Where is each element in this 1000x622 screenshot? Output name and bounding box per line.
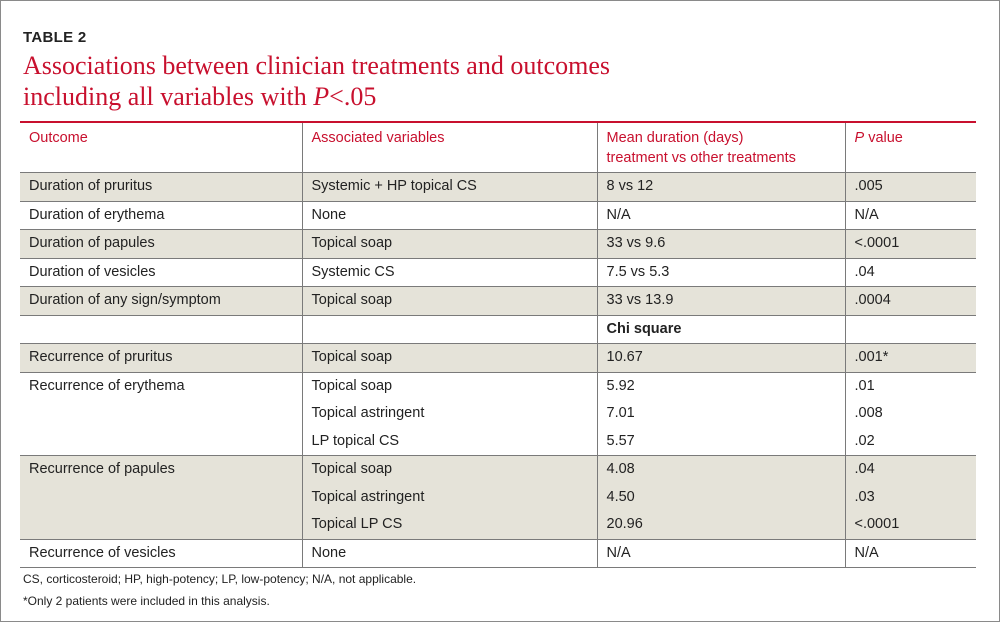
cell-variable: Systemic + HP topical CS: [301, 172, 597, 201]
cell-p: .01: [844, 371, 976, 400]
cell-outcome: [20, 400, 302, 428]
table-row: Duration of papules Topical soap 33 vs 9…: [20, 229, 976, 258]
cell-outcome: [20, 511, 302, 539]
cell-outcome: [20, 483, 302, 511]
cell-value: 10.67: [596, 343, 845, 372]
cell-value: N/A: [596, 538, 845, 568]
table-row: LP topical CS 5.57 .02: [20, 427, 976, 456]
header-mean-line1: Mean duration (days): [606, 130, 744, 146]
cell-p: .04: [844, 257, 976, 287]
cell-p: .005: [844, 172, 976, 201]
table-label: TABLE 2: [23, 29, 87, 46]
table-row: Recurrence of vesicles None N/A N/A: [20, 538, 976, 568]
title-line2-italic: P: [313, 82, 330, 111]
cell-p: N/A: [844, 538, 976, 568]
cell-variable: Topical soap: [301, 371, 597, 400]
cell-outcome: Duration of any sign/symptom: [20, 286, 302, 315]
cell-variable: Topical astringent: [301, 483, 597, 511]
cell-value: 8 vs 12: [596, 172, 845, 201]
table-row: Duration of erythema None N/A N/A: [20, 200, 976, 230]
cell-outcome: Recurrence of papules: [20, 455, 302, 484]
table-row: Duration of vesicles Systemic CS 7.5 vs …: [20, 257, 976, 287]
table-row: Recurrence of erythema Topical soap 5.92…: [20, 371, 976, 400]
cell-variable: Topical astringent: [301, 400, 597, 428]
table-row-subheader: Chi square: [20, 314, 976, 344]
header-outcome: Outcome: [20, 121, 302, 173]
cell-p: N/A: [844, 200, 976, 230]
footnote-abbreviations: CS, corticosteroid; HP, high-potency; LP…: [23, 572, 417, 586]
cell-value: 20.96: [596, 511, 845, 539]
cell-outcome: Recurrence of pruritus: [20, 343, 302, 372]
cell-outcome: [20, 314, 302, 344]
table-row: Duration of pruritus Systemic + HP topic…: [20, 172, 976, 201]
title-line2-suffix: <.05: [329, 82, 377, 111]
header-row: Outcome Associated variables Mean durati…: [20, 121, 976, 173]
cell-p: .03: [844, 483, 976, 511]
cell-value: 33 vs 9.6: [596, 229, 845, 258]
cell-outcome: Duration of papules: [20, 229, 302, 258]
cell-variable: None: [301, 200, 597, 230]
cell-variable: Systemic CS: [301, 257, 597, 287]
cell-variable: Topical LP CS: [301, 511, 597, 539]
header-mean-duration: Mean duration (days) treatment vs other …: [596, 121, 845, 173]
cell-variable: Topical soap: [301, 343, 597, 372]
table-row: Recurrence of pruritus Topical soap 10.6…: [20, 343, 976, 372]
cell-outcome: Duration of pruritus: [20, 172, 302, 201]
table-row: Topical astringent 4.50 .03: [20, 483, 976, 511]
cell-value: 4.08: [596, 455, 845, 484]
cell-p: .04: [844, 455, 976, 484]
cell-p: <.0001: [844, 229, 976, 258]
cell-value: 4.50: [596, 483, 845, 511]
cell-variable: LP topical CS: [301, 427, 597, 456]
cell-value: 33 vs 13.9: [596, 286, 845, 315]
title-line1: Associations between clinician treatment…: [23, 51, 610, 80]
cell-value: 7.01: [596, 400, 845, 428]
cell-outcome: Recurrence of vesicles: [20, 538, 302, 568]
cell-variable: Topical soap: [301, 229, 597, 258]
header-mean-line2: treatment vs other treatments: [606, 150, 796, 166]
cell-value: 7.5 vs 5.3: [596, 257, 845, 287]
table-row: Topical LP CS 20.96 <.0001: [20, 511, 976, 539]
cell-p: .008: [844, 400, 976, 428]
header-p-value: P value: [844, 121, 976, 173]
table-row: Recurrence of papules Topical soap 4.08 …: [20, 455, 976, 484]
cell-outcome: Recurrence of erythema: [20, 371, 302, 400]
cell-outcome: Duration of vesicles: [20, 257, 302, 287]
cell-p: [844, 314, 976, 344]
cell-value: 5.92: [596, 371, 845, 400]
header-p-italic: P: [854, 130, 865, 146]
cell-outcome: [20, 428, 302, 456]
cell-p: .02: [844, 427, 976, 456]
data-table: Outcome Associated variables Mean durati…: [20, 121, 976, 568]
title-line2-prefix: including all variables with: [23, 82, 314, 111]
footnote-asterisk: *Only 2 patients were included in this a…: [23, 594, 270, 608]
cell-outcome: Duration of erythema: [20, 200, 302, 230]
cell-p: <.0001: [844, 511, 976, 539]
header-p-rest: value: [864, 130, 903, 146]
chi-square-heading: Chi square: [596, 314, 845, 344]
cell-value: 5.57: [596, 427, 845, 456]
cell-p: .001*: [844, 343, 976, 372]
header-associated-variables: Associated variables: [301, 121, 597, 173]
cell-value: N/A: [596, 200, 845, 230]
cell-variable: [301, 314, 597, 344]
cell-p: .0004: [844, 286, 976, 315]
table-row: Topical astringent 7.01 .008: [20, 400, 976, 428]
table-row: Duration of any sign/symptom Topical soa…: [20, 286, 976, 315]
table-title: Associations between clinician treatment…: [23, 50, 963, 112]
cell-variable: None: [301, 538, 597, 568]
cell-variable: Topical soap: [301, 455, 597, 484]
cell-variable: Topical soap: [301, 286, 597, 315]
